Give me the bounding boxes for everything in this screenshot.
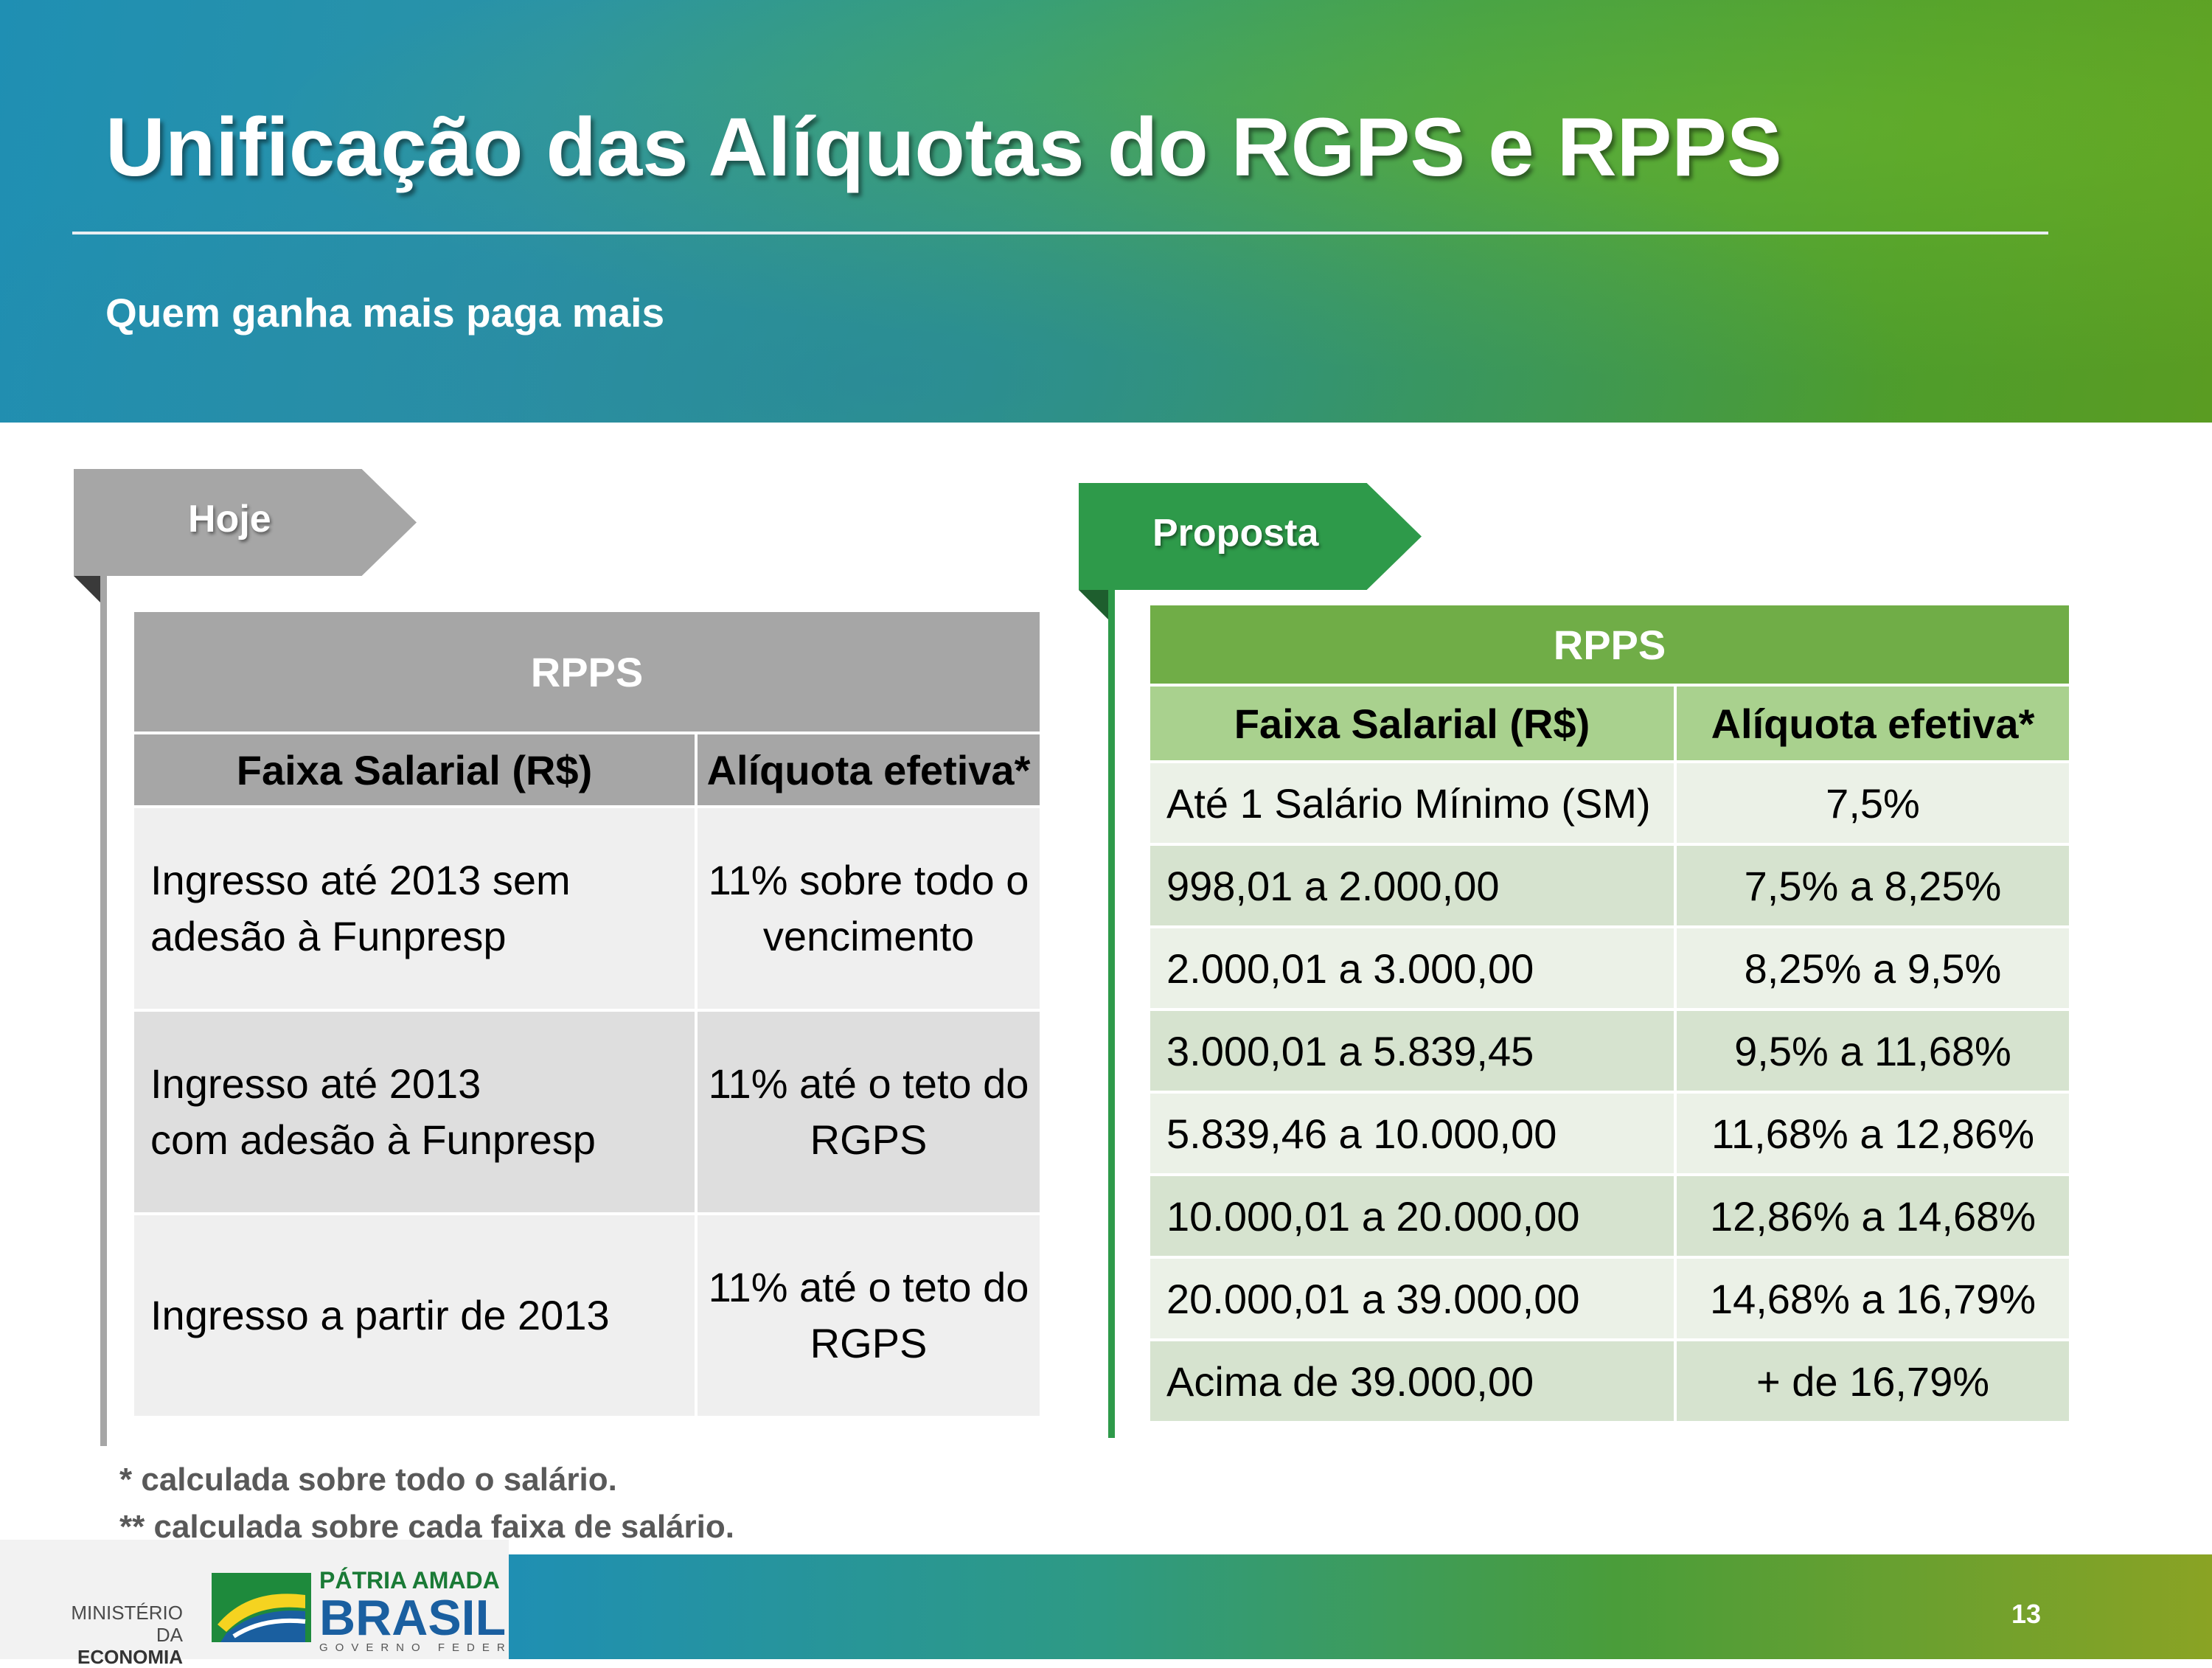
table-row: Até 1 Salário Mínimo (SM) 7,5% xyxy=(1147,760,2072,846)
cell-aliquota-line2: vencimento xyxy=(762,913,975,959)
cell-faixa-line1: Ingresso a partir de 2013 xyxy=(150,1292,610,1338)
table-caption-row: RPPS xyxy=(1147,602,2072,687)
title-divider xyxy=(72,232,2048,234)
cell-faixa-line2: adesão à Funpresp xyxy=(150,913,507,959)
table-caption: RPPS xyxy=(1147,602,2072,687)
ministry-label: MINISTÉRIO DA ECONOMIA xyxy=(58,1602,183,1668)
cell-aliquota: 9,5% a 11,68% xyxy=(1674,1008,2072,1094)
cell-aliquota: 11% sobre todo o vencimento xyxy=(695,805,1043,1012)
ministry-label-line2: ECONOMIA xyxy=(77,1646,183,1668)
page-subtitle: Quem ganha mais paga mais xyxy=(105,290,665,336)
table-proposta: RPPS Faixa Salarial (R$) Alíquota efetiv… xyxy=(1147,602,2072,1424)
tag-hoje-pole xyxy=(100,576,107,1446)
column-header-aliquota: Alíquota efetiva* xyxy=(1674,684,2072,763)
cell-faixa: Ingresso a partir de 2013 xyxy=(131,1212,698,1419)
header-banner: Unificação das Alíquotas do RGPS e RPPS … xyxy=(0,0,2212,423)
page-number: 13 xyxy=(2011,1599,2041,1629)
tag-proposta-fold xyxy=(1079,590,1111,622)
column-header-faixa: Faixa Salarial (R$) xyxy=(1147,684,1677,763)
cell-aliquota: 7,5% a 8,25% xyxy=(1674,843,2072,928)
logo-line1: PÁTRIA AMADA xyxy=(319,1567,500,1594)
tag-hoje-label: Hoje xyxy=(188,498,271,541)
cell-aliquota-line1: 11% até o teto do xyxy=(708,1060,1029,1107)
table-row: 5.839,46 a 10.000,00 11,68% a 12,86% xyxy=(1147,1091,2072,1176)
ministry-label-line1: MINISTÉRIO DA xyxy=(71,1602,183,1646)
cell-faixa-line1: Ingresso até 2013 sem xyxy=(150,857,571,903)
cell-aliquota-line1: 11% sobre todo o xyxy=(708,857,1029,903)
table-row: Ingresso a partir de 2013 11% até o teto… xyxy=(131,1212,1043,1419)
cell-faixa-line1: Ingresso até 2013 xyxy=(150,1060,481,1107)
column-header-faixa: Faixa Salarial (R$) xyxy=(131,732,698,808)
cell-faixa: 2.000,01 a 3.000,00 xyxy=(1147,925,1677,1011)
cell-faixa: 20.000,01 a 39.000,00 xyxy=(1147,1256,1677,1341)
cell-faixa: Acima de 39.000,00 xyxy=(1147,1338,1677,1424)
cell-faixa-line2: com adesão à Funpresp xyxy=(150,1116,596,1163)
logo-line2: BRASIL xyxy=(319,1590,507,1646)
logo-line3: GOVERNO FEDERAL xyxy=(319,1641,541,1654)
tag-proposta-label: Proposta xyxy=(1152,512,1319,555)
cell-faixa: 5.839,46 a 10.000,00 xyxy=(1147,1091,1677,1176)
cell-aliquota-line2: RGPS xyxy=(810,1320,928,1366)
table-row: Acima de 39.000,00 + de 16,79% xyxy=(1147,1338,2072,1424)
footnote-2: ** calculada sobre cada faixa de salário… xyxy=(119,1509,734,1545)
cell-faixa: Ingresso até 2013 sem adesão à Funpresp xyxy=(131,805,698,1012)
cell-faixa: 998,01 a 2.000,00 xyxy=(1147,843,1677,928)
cell-aliquota-line2: RGPS xyxy=(810,1116,928,1163)
cell-aliquota: 7,5% xyxy=(1674,760,2072,846)
cell-faixa: 10.000,01 a 20.000,00 xyxy=(1147,1173,1677,1259)
page-title: Unificação das Alíquotas do RGPS e RPPS xyxy=(105,101,1782,193)
table-header-row: Faixa Salarial (R$) Alíquota efetiva* xyxy=(1147,684,2072,763)
cell-aliquota: 8,25% a 9,5% xyxy=(1674,925,2072,1011)
cell-aliquota-line1: 11% até o teto do xyxy=(708,1264,1029,1310)
table-hoje: RPPS Faixa Salarial (R$) Alíquota efetiv… xyxy=(131,609,1043,1419)
cell-faixa: Até 1 Salário Mínimo (SM) xyxy=(1147,760,1677,846)
table-caption: RPPS xyxy=(131,609,1043,734)
cell-faixa: Ingresso até 2013 com adesão à Funpresp xyxy=(131,1009,698,1215)
cell-aliquota: 14,68% a 16,79% xyxy=(1674,1256,2072,1341)
cell-aliquota: 11% até o teto do RGPS xyxy=(695,1212,1043,1419)
table-row: 998,01 a 2.000,00 7,5% a 8,25% xyxy=(1147,843,2072,928)
table-header-row: Faixa Salarial (R$) Alíquota efetiva* xyxy=(131,732,1043,808)
cell-aliquota: + de 16,79% xyxy=(1674,1338,2072,1424)
table-row: 10.000,01 a 20.000,00 12,86% a 14,68% xyxy=(1147,1173,2072,1259)
table-row: 2.000,01 a 3.000,00 8,25% a 9,5% xyxy=(1147,925,2072,1011)
brasil-flag-logo-icon xyxy=(212,1573,311,1642)
tag-proposta-pole xyxy=(1108,590,1115,1438)
cell-aliquota: 11% até o teto do RGPS xyxy=(695,1009,1043,1215)
cell-aliquota: 12,86% a 14,68% xyxy=(1674,1173,2072,1259)
table-row: Ingresso até 2013 com adesão à Funpresp … xyxy=(131,1009,1043,1215)
cell-aliquota: 11,68% a 12,86% xyxy=(1674,1091,2072,1176)
tag-proposta: Proposta xyxy=(1079,483,1422,590)
column-header-aliquota: Alíquota efetiva* xyxy=(695,732,1043,808)
table-row: 3.000,01 a 5.839,45 9,5% a 11,68% xyxy=(1147,1008,2072,1094)
brasil-logo-text: PÁTRIA AMADA BRASIL GOVERNO FEDERAL xyxy=(319,1567,540,1654)
table-row: 20.000,01 a 39.000,00 14,68% a 16,79% xyxy=(1147,1256,2072,1341)
footer-bar xyxy=(509,1554,2212,1659)
table-caption-row: RPPS xyxy=(131,609,1043,734)
cell-faixa: 3.000,01 a 5.839,45 xyxy=(1147,1008,1677,1094)
table-row: Ingresso até 2013 sem adesão à Funpresp … xyxy=(131,805,1043,1012)
tag-hoje: Hoje xyxy=(74,469,417,576)
footnote-1: * calculada sobre todo o salário. xyxy=(119,1462,617,1498)
